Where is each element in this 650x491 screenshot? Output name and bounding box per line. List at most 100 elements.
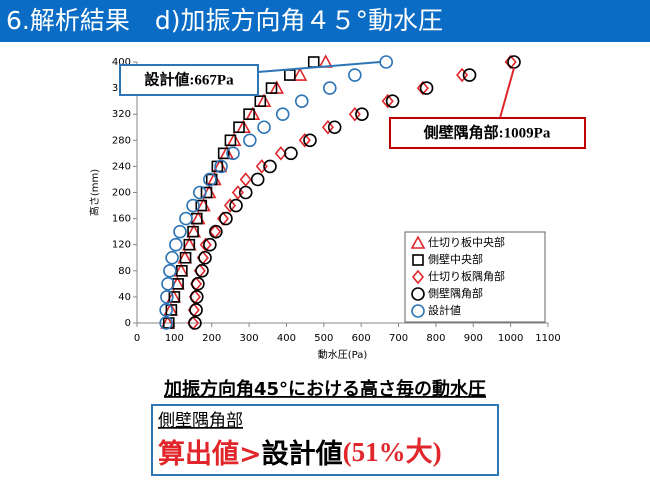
callout-line — [257, 61, 381, 73]
marker-square — [168, 291, 181, 303]
marker-circle — [186, 198, 200, 213]
marker-circle — [159, 316, 173, 330]
marker-square — [233, 121, 245, 134]
x-tick-label: 800 — [426, 333, 445, 344]
y-tick-label: 0 — [125, 318, 131, 329]
conclusion-part: 算出値> — [158, 438, 262, 470]
marker-square — [176, 264, 188, 277]
marker-circle — [209, 224, 223, 239]
marker-diamond — [223, 198, 237, 213]
marker-square — [265, 82, 278, 94]
marker-diamond — [274, 146, 287, 161]
marker-square — [165, 304, 178, 316]
x-tick-label: 200 — [202, 333, 221, 344]
marker-circle — [379, 55, 394, 69]
marker-circle — [348, 68, 362, 82]
marker-circle — [419, 81, 434, 95]
marker-square — [195, 199, 208, 212]
marker-square — [243, 108, 255, 120]
marker-circle — [322, 81, 337, 95]
marker-circle — [243, 133, 257, 148]
marker-circle — [203, 237, 217, 252]
marker-diamond — [411, 269, 425, 285]
marker-circle — [165, 250, 179, 265]
marker-circle — [275, 107, 290, 121]
marker-circle — [191, 277, 205, 291]
y-tick-label: 320 — [112, 109, 131, 120]
callout-box — [119, 64, 259, 96]
marker-circle — [238, 185, 253, 200]
marker-circle — [250, 172, 265, 187]
x-tick-label: 700 — [389, 333, 408, 344]
result-box — [151, 404, 499, 476]
marker-circle — [263, 159, 277, 174]
marker-circle — [219, 211, 233, 226]
legend-label: 側壁隅角部 — [428, 286, 483, 300]
callout-box — [389, 117, 586, 149]
callout-line — [499, 67, 515, 119]
marker-circle — [195, 263, 209, 278]
marker-diamond — [416, 80, 429, 96]
y-tick-label: 80 — [118, 266, 131, 277]
y-tick-label: 200 — [112, 188, 131, 199]
marker-square — [187, 225, 199, 238]
marker-diamond — [321, 120, 334, 135]
legend-label: 仕切り板中央部 — [428, 235, 505, 249]
x-tick-label: 300 — [240, 333, 259, 344]
marker-circle — [203, 172, 217, 187]
callout-text: 側壁隅角部:1009Pa — [423, 123, 551, 141]
marker-square — [217, 147, 230, 160]
marker-diamond — [239, 172, 252, 187]
heading: 加振方向角45°における高さ毎の動水圧 — [163, 378, 486, 400]
marker-circle — [385, 94, 400, 108]
marker-circle — [161, 277, 175, 291]
marker-circle — [173, 224, 187, 239]
x-tick-label: 1000 — [498, 333, 523, 344]
legend-label: 側壁中央部 — [428, 252, 483, 266]
marker-triangle — [292, 67, 308, 81]
conclusion-part: 設計値 — [262, 438, 343, 470]
marker-circle — [327, 120, 342, 135]
x-tick-label: 1100 — [535, 333, 560, 344]
marker-diamond — [456, 67, 469, 83]
x-tick-label: 0 — [134, 333, 140, 344]
y-tick-label: 160 — [112, 214, 131, 225]
title-bar — [0, 0, 650, 42]
callout-text: 設計値:667Pa — [144, 70, 234, 88]
marker-circle — [284, 146, 298, 161]
box-label: 側壁隅角部 — [158, 411, 243, 431]
x-tick-label: 600 — [352, 333, 371, 344]
marker-circle — [462, 68, 477, 82]
marker-circle — [411, 287, 425, 301]
marker-square — [284, 69, 296, 81]
marker-square — [224, 134, 237, 147]
y-tick-label: 40 — [118, 292, 131, 303]
x-tick-label: 500 — [314, 333, 333, 344]
marker-circle — [257, 120, 271, 135]
marker-circle — [189, 290, 204, 304]
y-tick-label: 280 — [112, 135, 131, 146]
marker-circle — [226, 146, 240, 161]
marker-circle — [411, 304, 425, 318]
marker-diamond — [381, 93, 394, 109]
x-axis-label: 動水圧(Pa) — [318, 348, 368, 361]
marker-diamond — [231, 185, 244, 200]
marker-circle — [163, 263, 177, 278]
conclusion: 算出値>設計値(51%大) — [158, 437, 442, 469]
marker-circle — [198, 250, 212, 265]
marker-circle — [214, 159, 228, 174]
marker-square — [307, 56, 320, 68]
marker-circle — [169, 237, 183, 252]
marker-circle — [229, 198, 243, 213]
y-axis-label: 高さ(mm) — [88, 169, 101, 216]
marker-square — [412, 254, 424, 266]
marker-square — [254, 95, 267, 107]
y-tick-label: 240 — [112, 161, 131, 172]
marker-diamond — [504, 54, 517, 70]
y-tick-label: 120 — [112, 240, 131, 251]
legend-label: 仕切り板隅角部 — [428, 269, 505, 283]
y-tick-label: 400 — [112, 57, 131, 68]
marker-circle — [188, 316, 202, 330]
marker-square — [172, 278, 184, 290]
